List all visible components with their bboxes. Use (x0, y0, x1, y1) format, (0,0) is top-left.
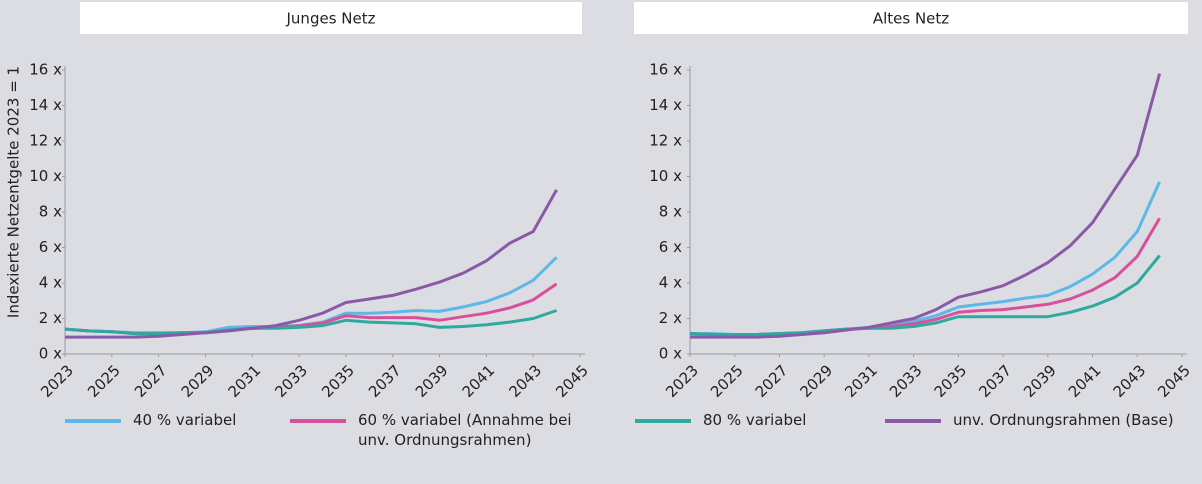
x-tick-label: 2023 (37, 361, 77, 401)
series-line (690, 181, 1161, 336)
x-tick-label: 2023 (662, 361, 702, 401)
x-tick-label: 2027 (752, 361, 792, 401)
x-tick-label: 2041 (1065, 361, 1105, 401)
x-tick-label: 2033 (886, 361, 926, 401)
charts: Junges Netz Indexierte Netzentgelte 2023 … (5, 2, 1194, 401)
y-tick-label: 10 x (649, 167, 682, 185)
y-tick-label: 8 x (659, 203, 682, 221)
series-line (65, 189, 558, 339)
y-tick-label: 14 x (29, 96, 62, 114)
y-tick-label: 14 x (649, 96, 682, 114)
y-tick-label: 2 x (39, 309, 62, 327)
legend-swatch (635, 419, 691, 423)
chart-title: Altes Netz (873, 10, 949, 28)
x-tick-label: 2045 (1154, 361, 1194, 401)
legend-item: 40 % variabel (65, 410, 313, 430)
x-tick-label: 2029 (796, 361, 836, 401)
y-tick-label: 0 x (39, 345, 62, 363)
x-tick-label: 2037 (975, 361, 1015, 401)
series-line (689, 254, 1161, 336)
x-tick-label: 2035 (318, 361, 358, 401)
y-tick-label: 16 x (649, 61, 682, 79)
y-tick-label: 10 x (29, 167, 62, 185)
x-tick-label: 2031 (225, 361, 265, 401)
x-tick-label: 2027 (131, 361, 171, 401)
legend-label: 80 % variabel (703, 411, 807, 429)
x-tick-label: 2043 (1110, 361, 1150, 401)
y-tick-label: 8 x (39, 203, 62, 221)
x-tick-label: 2039 (412, 361, 452, 401)
y-tick-label: 2 x (659, 309, 682, 327)
x-tick-label: 2033 (271, 361, 311, 401)
legend-item: unv. Ordnungsrahmen (Base) (885, 410, 1202, 430)
legend-swatch (290, 419, 346, 423)
legend-swatch (885, 419, 941, 423)
series-line (64, 256, 558, 335)
y-tick-label: 6 x (39, 238, 62, 256)
chart-title: Junges Netz (286, 10, 376, 28)
x-tick-label: 2035 (931, 361, 971, 401)
x-tick-label: 2045 (552, 361, 592, 401)
series-line (690, 73, 1162, 339)
x-tick-label: 2039 (1020, 361, 1060, 401)
y-tick-label: 16 x (29, 61, 62, 79)
y-tick-label: 4 x (659, 274, 682, 292)
legend-item: 60 % variabel (Annahme bei unv. Ordnungs… (290, 410, 598, 450)
x-tick-label: 2043 (505, 361, 545, 401)
y-tick-label: 6 x (659, 238, 682, 256)
x-tick-label: 2037 (365, 361, 405, 401)
y-tick-label: 12 x (29, 132, 62, 150)
title-box (634, 2, 1188, 34)
legend-label: unv. Ordnungsrahmen (Base) (953, 411, 1174, 429)
title-box (80, 2, 582, 34)
y-tick-label: 4 x (39, 274, 62, 292)
series-line (64, 309, 558, 336)
x-tick-label: 2025 (707, 361, 747, 401)
y-tick-label: 12 x (649, 132, 682, 150)
legend-label: 60 % variabel (Annahme bei unv. Ordnungs… (358, 411, 572, 449)
x-tick-label: 2029 (178, 361, 218, 401)
x-tick-label: 2025 (84, 361, 124, 401)
legend-item: 80 % variabel (635, 410, 903, 430)
legend: 40 % variabel 60 % variabel (Annahme bei … (0, 410, 1202, 480)
legend-label: 40 % variabel (133, 411, 237, 429)
y-axis-label: Indexierte Netzentgelte 2023 = 1 (5, 66, 23, 318)
legend-swatch (65, 419, 121, 423)
x-tick-label: 2041 (459, 361, 499, 401)
x-tick-label: 2031 (841, 361, 881, 401)
y-tick-label: 0 x (659, 345, 682, 363)
